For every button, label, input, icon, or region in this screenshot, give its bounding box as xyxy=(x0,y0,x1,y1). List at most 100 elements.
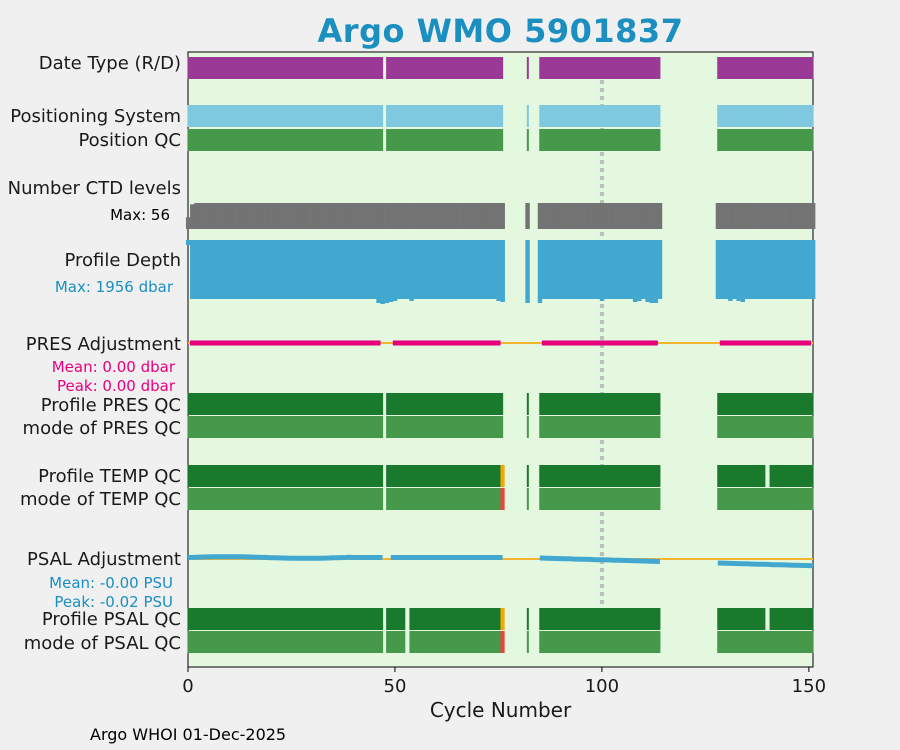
profile-depth-bar xyxy=(392,240,398,301)
ctd-levels-bar xyxy=(334,203,340,229)
row-label-ctd-levels: Number CTD levels xyxy=(8,178,181,199)
profile-depth-bar xyxy=(570,240,576,299)
profile-depth-bar xyxy=(417,240,423,299)
ctd-levels-bar xyxy=(454,203,460,229)
ctd-levels-bar xyxy=(293,203,298,229)
ctd-levels-bar xyxy=(562,203,568,229)
profile_temp_qc-segment xyxy=(539,465,661,487)
profile-depth-bar xyxy=(310,240,315,299)
ctd-levels-bar xyxy=(616,203,621,229)
profile_psal_qc-bars xyxy=(187,608,814,630)
profile-depth-bar xyxy=(624,240,630,299)
profile-depth-bar xyxy=(260,240,265,299)
profile_pres_qc-segment xyxy=(539,393,661,415)
ctd-levels-bar xyxy=(719,203,725,229)
plot-area xyxy=(187,51,814,668)
profile-depth-bar xyxy=(318,240,323,299)
chart-title: Argo WMO 5901837 xyxy=(317,12,684,50)
ctd-levels-bar xyxy=(268,203,274,229)
ctd-levels-bar xyxy=(248,203,253,229)
profile-depth-bar xyxy=(794,240,799,299)
ctd-levels-bar xyxy=(500,203,505,229)
ctd-levels-bar xyxy=(777,203,783,229)
mode_psal_qc-missing-cycle xyxy=(405,631,410,653)
profile-depth-bar xyxy=(579,240,584,299)
profile-depth-bar xyxy=(376,240,381,303)
profile_psal_qc-missing-cycle xyxy=(405,608,410,630)
profile-depth-bar xyxy=(185,240,191,245)
ctd-levels-bar xyxy=(744,203,750,229)
profile-depth-bar xyxy=(413,240,419,299)
ctd-levels-bar xyxy=(612,203,617,229)
ctd-levels-bar xyxy=(194,203,199,229)
profile-depth-bar xyxy=(777,240,783,299)
ctd-levels-bar xyxy=(467,203,472,229)
profile-depth-bar xyxy=(492,240,497,299)
ctd-levels-bar xyxy=(446,203,452,229)
profile-depth-bar xyxy=(637,240,642,301)
profile-depth-bar xyxy=(326,240,332,299)
ctd-levels-bar xyxy=(359,203,365,229)
profile-depth-bar xyxy=(450,240,456,299)
ctd-levels-bars xyxy=(185,203,816,229)
profile-depth-bar xyxy=(632,240,638,302)
profile_temp_qc-segment xyxy=(187,465,384,487)
row-label-date-type: Date Type (R/D) xyxy=(39,53,181,74)
ctd-levels-bar xyxy=(583,203,588,229)
row-label-psal-adjustment: PSAL Adjustment xyxy=(27,549,181,570)
profile-depth-bar xyxy=(289,240,294,299)
position_qc-segment xyxy=(187,129,384,151)
ctd-levels-bar xyxy=(483,203,489,229)
profile-depth-bar xyxy=(587,240,592,299)
ctd-levels-bar xyxy=(310,203,315,229)
profile-depth-bar xyxy=(198,240,203,299)
profile_psal_qc-flag-cycle xyxy=(500,608,505,630)
profile-depth-bar xyxy=(748,240,754,299)
ctd-levels-bar xyxy=(724,203,729,229)
ctd-levels-bar xyxy=(786,203,791,229)
ctd-levels-bar xyxy=(384,203,390,229)
profile-depth-bar xyxy=(603,240,609,299)
profile-depth-bar xyxy=(206,240,212,299)
profile-depth-bar xyxy=(314,240,319,299)
mode_pres_qc-segment xyxy=(526,416,529,438)
ctd-levels-bar xyxy=(761,203,766,229)
profile-depth-bar xyxy=(202,240,207,299)
footer-credit: Argo WHOI 01-Dec-2025 xyxy=(90,725,287,744)
x-tick-label: 150 xyxy=(792,676,826,697)
ctd-levels-bar xyxy=(388,203,394,229)
profile-depth-bar xyxy=(732,240,737,299)
position_qc-bars xyxy=(187,129,814,151)
ctd-levels-bar xyxy=(326,203,332,229)
ctd-levels-bar xyxy=(421,203,427,229)
profile-depth-bar xyxy=(463,240,468,299)
ctd-levels-bar xyxy=(471,203,476,229)
row-label-profile-temp-qc: Profile TEMP QC xyxy=(38,466,181,487)
position_qc-segment xyxy=(717,129,814,151)
ctd-levels-bar xyxy=(748,203,754,229)
ctd-levels-bar xyxy=(355,203,361,229)
positioning-segment xyxy=(717,105,814,127)
ctd-levels-bar xyxy=(459,203,464,229)
ctd-levels-bar xyxy=(496,203,501,229)
ctd-levels-bar xyxy=(330,203,336,229)
ctd-levels-bar xyxy=(591,203,596,229)
ctd-levels-bar xyxy=(587,203,592,229)
ctd-levels-bar xyxy=(608,203,613,229)
mode_psal_qc-segment xyxy=(526,631,529,653)
profile-depth-bar xyxy=(612,240,617,299)
mode_psal_qc-segment xyxy=(386,631,504,653)
profile-depth-bar xyxy=(554,240,559,299)
ctd-levels-bar xyxy=(798,203,803,229)
ctd-levels-bar xyxy=(289,203,294,229)
profile_pres_qc-segment xyxy=(386,393,504,415)
profile-depth-bar xyxy=(272,240,278,299)
profile-depth-bar xyxy=(740,240,746,302)
profile-depth-bar xyxy=(558,240,563,299)
profile-depth-bar xyxy=(190,240,195,299)
ctd-levels-bar xyxy=(442,203,447,229)
profile-depth-bar xyxy=(343,240,348,299)
ctd-levels-bar xyxy=(624,203,630,229)
ctd-levels-bar xyxy=(794,203,799,229)
ctd-levels-bar xyxy=(740,203,746,229)
